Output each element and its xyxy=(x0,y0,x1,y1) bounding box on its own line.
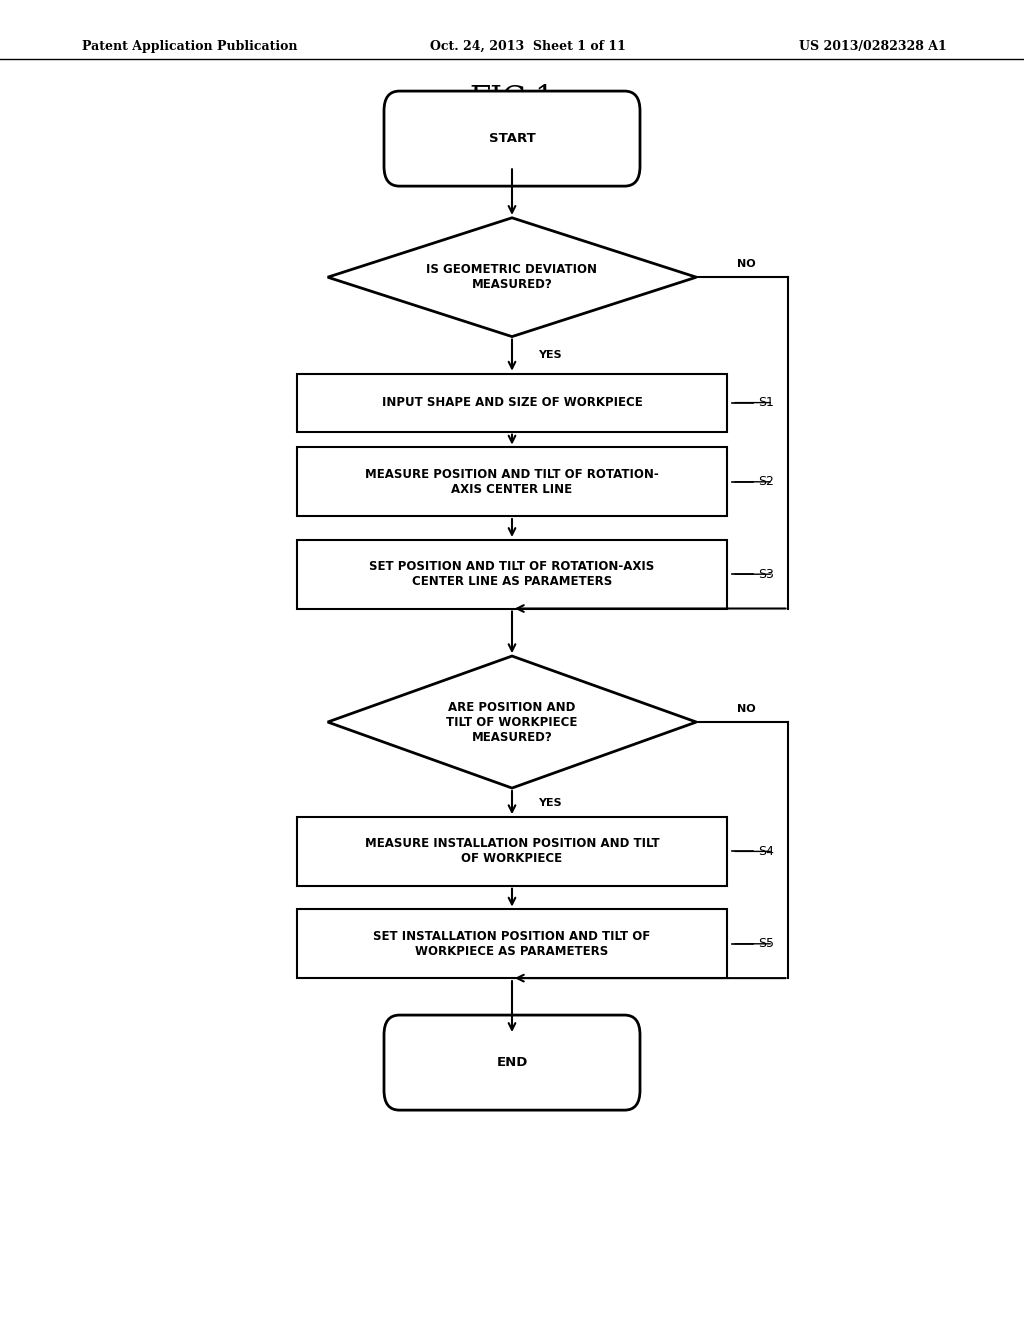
Text: IS GEOMETRIC DEVIATION
MEASURED?: IS GEOMETRIC DEVIATION MEASURED? xyxy=(427,263,597,292)
Text: S4: S4 xyxy=(758,845,774,858)
Bar xyxy=(297,374,727,432)
Text: SET POSITION AND TILT OF ROTATION-AXIS
CENTER LINE AS PARAMETERS: SET POSITION AND TILT OF ROTATION-AXIS C… xyxy=(370,560,654,589)
Polygon shape xyxy=(328,656,696,788)
Text: MEASURE POSITION AND TILT OF ROTATION-
AXIS CENTER LINE: MEASURE POSITION AND TILT OF ROTATION- A… xyxy=(366,467,658,496)
Text: NO: NO xyxy=(737,704,756,714)
Bar xyxy=(297,817,727,886)
Text: END: END xyxy=(497,1056,527,1069)
Text: START: START xyxy=(488,132,536,145)
Bar xyxy=(297,540,727,609)
Text: MEASURE INSTALLATION POSITION AND TILT
OF WORKPIECE: MEASURE INSTALLATION POSITION AND TILT O… xyxy=(365,837,659,866)
Polygon shape xyxy=(328,218,696,337)
FancyBboxPatch shape xyxy=(384,1015,640,1110)
Text: S2: S2 xyxy=(758,475,774,488)
Text: Patent Application Publication: Patent Application Publication xyxy=(82,40,297,53)
Text: Oct. 24, 2013  Sheet 1 of 11: Oct. 24, 2013 Sheet 1 of 11 xyxy=(430,40,626,53)
Text: US 2013/0282328 A1: US 2013/0282328 A1 xyxy=(799,40,946,53)
Text: ARE POSITION AND
TILT OF WORKPIECE
MEASURED?: ARE POSITION AND TILT OF WORKPIECE MEASU… xyxy=(446,701,578,743)
Text: S1: S1 xyxy=(758,396,774,409)
Text: NO: NO xyxy=(737,259,756,269)
Bar xyxy=(297,447,727,516)
Text: S5: S5 xyxy=(758,937,774,950)
FancyBboxPatch shape xyxy=(384,91,640,186)
Text: SET INSTALLATION POSITION AND TILT OF
WORKPIECE AS PARAMETERS: SET INSTALLATION POSITION AND TILT OF WO… xyxy=(374,929,650,958)
Bar xyxy=(297,909,727,978)
Text: YES: YES xyxy=(538,797,561,808)
Text: FIG.1: FIG.1 xyxy=(469,83,555,115)
Text: YES: YES xyxy=(538,350,561,360)
Text: S3: S3 xyxy=(758,568,774,581)
Text: INPUT SHAPE AND SIZE OF WORKPIECE: INPUT SHAPE AND SIZE OF WORKPIECE xyxy=(382,396,642,409)
